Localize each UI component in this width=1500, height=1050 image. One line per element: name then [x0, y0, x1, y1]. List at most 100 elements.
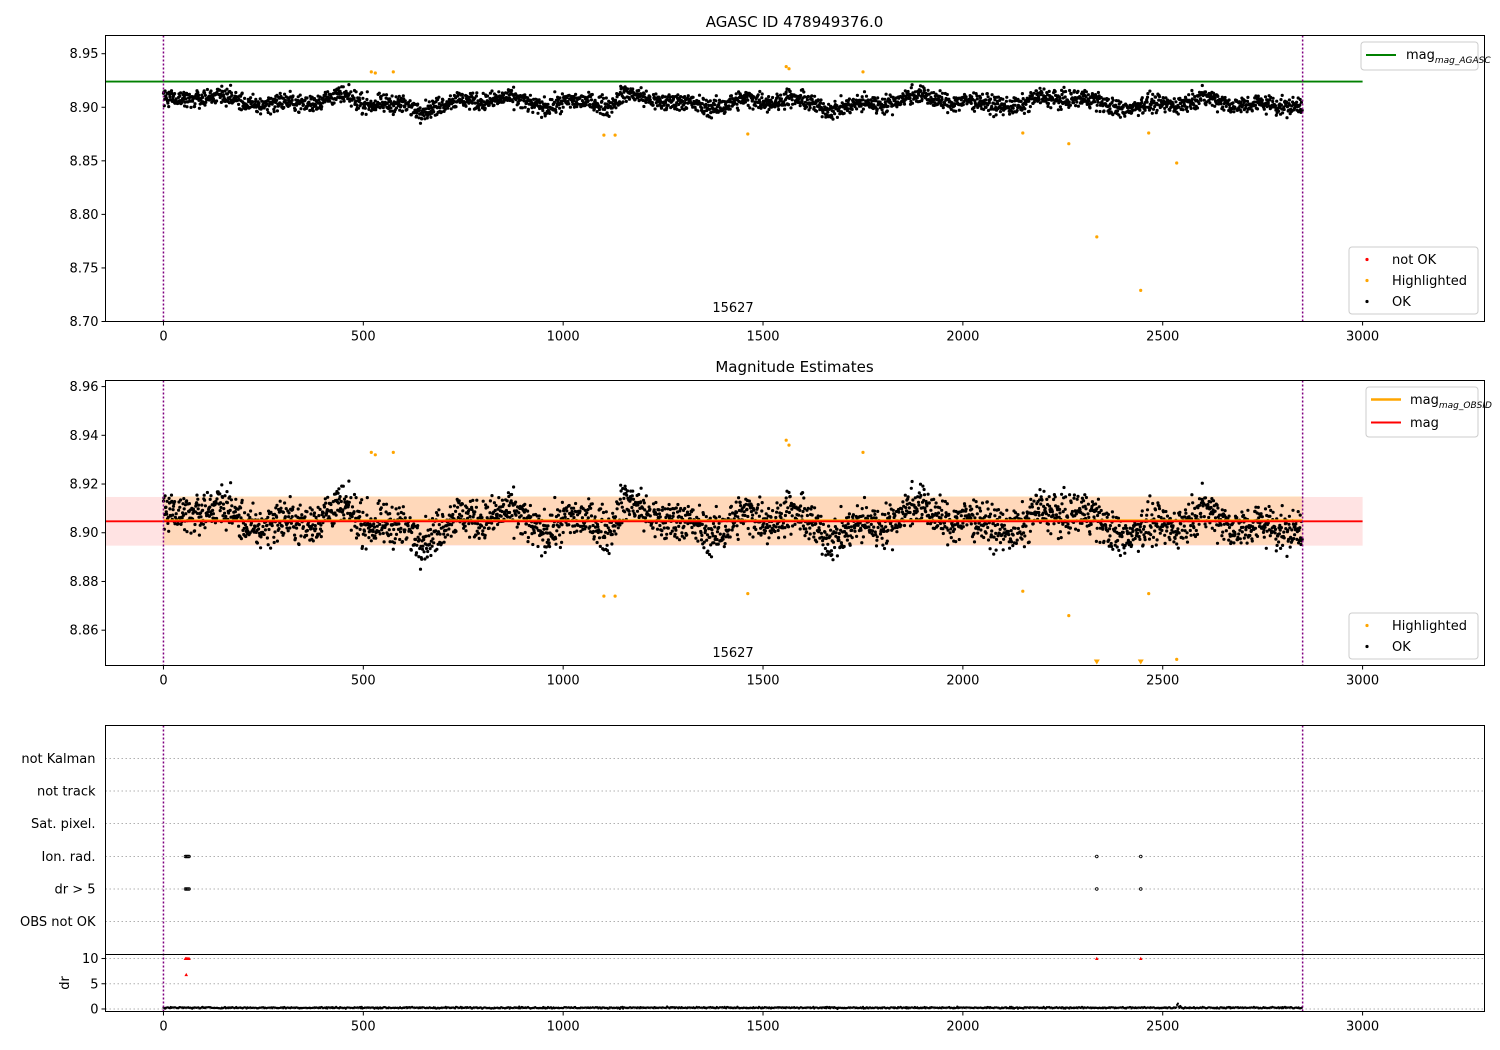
ok-point	[1148, 89, 1152, 93]
ok-point	[886, 104, 890, 108]
ok-point	[438, 532, 442, 536]
ok-point	[837, 531, 842, 536]
ok-point	[586, 99, 590, 103]
ok-point	[763, 529, 768, 533]
ok-point	[920, 97, 924, 101]
ok-point	[616, 526, 620, 530]
ok-point	[505, 499, 509, 503]
ok-point	[881, 543, 885, 547]
ok-point	[282, 105, 286, 110]
ok-point	[443, 535, 447, 539]
ok-point	[1298, 103, 1302, 107]
ok-point	[880, 108, 884, 112]
ok-point	[961, 103, 965, 107]
ok-point	[704, 524, 708, 528]
ok-point	[704, 102, 708, 106]
ok-point	[802, 496, 806, 500]
ok-point	[382, 540, 386, 544]
ok-point	[746, 526, 750, 531]
panel-agasc-legend-points[interactable]: not OK Highlighted OK	[1348, 246, 1479, 315]
panel-agasc-legend-lines[interactable]: magmag_AGASC	[1360, 41, 1491, 71]
ok-point	[293, 108, 297, 112]
ok-point	[249, 509, 253, 513]
ok-point	[926, 101, 930, 105]
ok-point	[283, 501, 287, 505]
ok-point	[1076, 104, 1080, 108]
ok-point	[1239, 110, 1243, 114]
ok-point	[399, 526, 403, 531]
ok-point	[755, 506, 760, 510]
ok-point	[1140, 96, 1144, 100]
ok-point	[613, 524, 617, 528]
ok-point	[224, 514, 228, 519]
ok-point	[1216, 94, 1220, 98]
ok-point	[900, 507, 904, 511]
ok-point	[980, 501, 985, 505]
ok-point	[355, 103, 359, 107]
ok-point	[365, 97, 369, 102]
ok-point	[1140, 100, 1144, 105]
ok-point	[862, 90, 867, 94]
ok-point	[586, 516, 590, 520]
ok-point	[283, 92, 287, 96]
ok-point	[812, 531, 816, 535]
ok-point	[263, 528, 267, 532]
ok-point	[798, 508, 802, 512]
ok-point	[229, 83, 233, 87]
ok-point	[389, 532, 393, 537]
ok-point	[490, 101, 494, 105]
ok-point	[297, 110, 301, 114]
ok-point	[940, 499, 945, 503]
ok-point	[810, 513, 814, 517]
ok-point	[595, 110, 599, 114]
ok-point	[195, 493, 199, 497]
ok-point	[196, 90, 200, 95]
ok-point	[861, 98, 865, 102]
ok-point	[378, 532, 382, 536]
ok-point	[1151, 107, 1156, 111]
ok-point	[427, 100, 431, 104]
ok-point	[936, 524, 940, 528]
ok-point	[526, 540, 530, 544]
ok-point	[625, 493, 629, 497]
ok-point	[528, 503, 533, 508]
ok-point	[933, 505, 937, 509]
ok-point	[1067, 100, 1071, 104]
ok-point	[756, 503, 760, 507]
ok-point	[1213, 96, 1217, 100]
ok-point	[805, 513, 810, 518]
ok-point	[847, 97, 852, 101]
ok-point	[1076, 89, 1080, 93]
ok-point	[765, 522, 769, 527]
ok-point	[615, 507, 619, 511]
ok-point	[899, 523, 903, 527]
ok-point	[473, 510, 477, 514]
ok-point	[251, 501, 255, 505]
ok-point	[874, 544, 879, 548]
ok-point	[788, 89, 792, 93]
ok-point	[427, 534, 431, 538]
ok-point	[441, 514, 445, 519]
ok-point	[574, 501, 578, 506]
ok-point	[269, 546, 273, 550]
ok-point	[716, 542, 720, 546]
ok-point	[211, 512, 215, 516]
ok-point	[397, 522, 401, 526]
x-tick-label: 3000	[1346, 330, 1379, 345]
ok-point	[758, 495, 762, 499]
highlighted-point	[1175, 161, 1179, 165]
ok-point	[1176, 112, 1180, 116]
ok-point	[219, 100, 223, 104]
ok-point	[754, 527, 758, 532]
ok-point	[1074, 104, 1078, 108]
ok-point	[447, 527, 451, 531]
ok-point	[229, 481, 233, 485]
ok-point	[864, 94, 869, 98]
ok-point	[373, 99, 377, 103]
ok-point	[855, 107, 859, 111]
ok-point	[1059, 107, 1063, 111]
ok-point	[414, 114, 419, 118]
ok-point	[552, 523, 556, 527]
ok-point	[374, 108, 378, 112]
ok-point	[401, 94, 405, 98]
